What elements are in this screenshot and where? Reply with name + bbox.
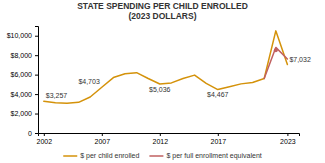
legend-swatch (149, 155, 163, 157)
tick: $2,000 (11, 110, 38, 117)
tick-label: $4,000 (11, 91, 33, 98)
legend: $ per child enrolled $ per full enrollmen… (63, 152, 262, 160)
tick-label: 2017 (211, 138, 227, 145)
tick-mark (102, 133, 103, 136)
tick-label: $2,000 (11, 110, 33, 117)
tick: $6,000 (11, 71, 38, 78)
axis-line (39, 134, 300, 137)
tick: $10,000 (7, 32, 38, 39)
annotation: $7,032 (289, 56, 311, 63)
line (264, 47, 287, 78)
legend-item: $ per full enrollment equivalent (149, 152, 261, 160)
annotation: $3,257 (46, 92, 68, 99)
legend-label: $ per full enrollment equivalent (166, 152, 261, 160)
annotation: $4,467 (207, 91, 229, 98)
tick-mark (35, 75, 38, 76)
x-axis: 2002 2007 2012 2017 2023 (37, 133, 300, 145)
axis-line (35, 27, 39, 134)
tick-label: $8,000 (11, 52, 33, 59)
tick-mark (35, 36, 38, 37)
tick-mark (44, 133, 45, 136)
tick-label: 2023 (280, 138, 296, 145)
tick: 2007 (95, 133, 111, 145)
tick-mark (35, 55, 38, 56)
annotations: $3,257 $4,703 $5,036 $4,467 $7,032 (46, 56, 311, 100)
tick-label: 2007 (95, 138, 111, 145)
tick-label: $6,000 (11, 71, 33, 78)
tick: 0 (28, 130, 38, 137)
tick: 2002 (37, 133, 53, 145)
y-axis: 0 $2,000 $4,000 $6,000 $8,000 $10,000 (7, 27, 39, 137)
title: STATE SPENDING PER CHILD ENROLLED(2023 D… (77, 1, 248, 21)
legend-item: $ per child enrolled (63, 152, 139, 160)
tick-label: $10,000 (7, 32, 32, 39)
tick-mark (160, 133, 161, 136)
tick-mark (35, 94, 38, 95)
legend-label: $ per child enrolled (80, 152, 139, 160)
tick: $8,000 (11, 52, 38, 59)
title-line: STATE SPENDING PER CHILD ENROLLED (77, 1, 248, 11)
tick: 2023 (280, 133, 296, 145)
annotation: $4,703 (78, 78, 100, 85)
chart: 2002 2007 2012 2017 2023 0 $2,000 $4,000 $6,000 $… (0, 0, 325, 163)
legend-swatch (63, 155, 77, 157)
annotation: $5,036 (149, 86, 171, 93)
tick-label: 2002 (37, 138, 53, 145)
marks (44, 31, 288, 103)
line (44, 31, 288, 103)
tick: $4,000 (11, 91, 38, 98)
tick: 2012 (153, 133, 169, 145)
tick-mark (35, 133, 38, 134)
tick-mark (35, 114, 38, 115)
tick-mark (287, 133, 288, 136)
tick-label: 2012 (153, 138, 169, 145)
tick-label: 0 (28, 130, 32, 137)
point (274, 48, 278, 52)
tick: 2017 (211, 133, 227, 145)
tick-mark (218, 133, 219, 136)
title-line: (2023 DOLLARS) (128, 11, 196, 21)
